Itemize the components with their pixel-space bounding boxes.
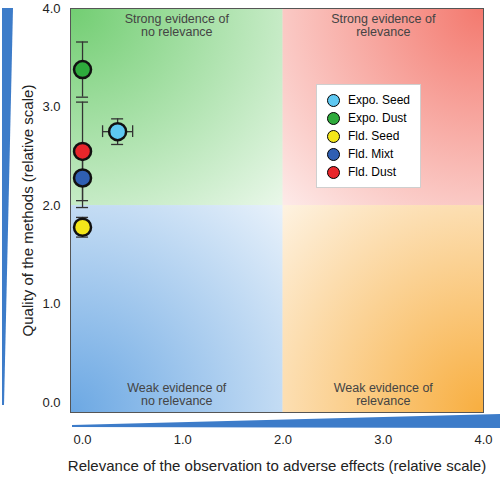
html-text:Expo. Dust: Expo. Dust — [348, 111, 407, 125]
html-text:Fld. Mixt: Fld. Mixt — [348, 147, 394, 161]
svg-text:4.0: 4.0 — [42, 1, 60, 16]
svg-text:3.0: 3.0 — [42, 99, 60, 114]
svg-text:Weak evidence ofno relevance: Weak evidence ofno relevance — [127, 381, 227, 408]
svg-text:Strong evidence ofrelevance: Strong evidence ofrelevance — [331, 12, 436, 39]
svg-text:3.0: 3.0 — [374, 432, 392, 447]
svg-text:Quality of the methods (relati: Quality of the methods (relative scale) — [19, 85, 36, 337]
svg-text:2.0: 2.0 — [42, 198, 60, 213]
svg-text:2.0: 2.0 — [274, 432, 292, 447]
svg-text:Strong evidence ofno relevance: Strong evidence ofno relevance — [125, 12, 230, 39]
svg-text:1.0: 1.0 — [174, 432, 192, 447]
html-text:Fld. Seed: Fld. Seed — [348, 129, 400, 143]
svg-text:0.0: 0.0 — [73, 432, 91, 447]
html-text:Expo. Seed: Expo. Seed — [348, 93, 410, 107]
svg-text:4.0: 4.0 — [474, 432, 492, 447]
svg-text:Relevance of the observation t: Relevance of the observation to adverse … — [68, 457, 486, 474]
svg-text:Weak evidence ofrelevance: Weak evidence ofrelevance — [334, 381, 434, 408]
svg-text:0.0: 0.0 — [42, 395, 60, 410]
html-text:Fld. Dust: Fld. Dust — [348, 165, 396, 179]
svg-text:1.0: 1.0 — [42, 296, 60, 311]
